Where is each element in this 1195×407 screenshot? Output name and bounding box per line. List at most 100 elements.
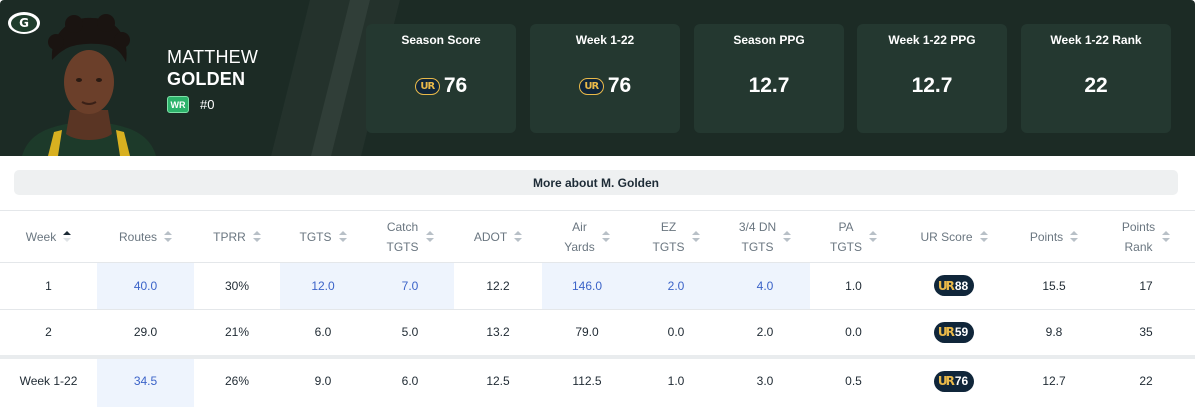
column-header-label: UR Score [920,227,972,247]
ur-logo-icon: UR [937,374,955,388]
table-cell-pa-tgts: 1.0 [845,278,862,293]
column-header-text: EZ [660,219,677,234]
column-header-text: TGTS [386,239,419,254]
table-cell-routes: 29.0 [133,325,158,339]
column-header-label: ADOT [474,227,507,247]
table-cell-points: 12.7 [1042,374,1066,388]
table-cell-3-4-dn-tgts: 3.0 [756,374,774,388]
ur-logo-icon: UR [937,278,955,293]
column-header-text: PA [838,219,854,234]
stat-label: Week 1-22 Rank [1050,33,1142,47]
stat-value: UR 76 [366,74,516,98]
table-cell-routes: 40.0 [97,262,194,309]
table-cell-tprr: 30% [224,278,250,293]
column-header-ez-tgts[interactable]: EZ TGTS [632,211,720,262]
ur-logo-icon: UR [937,325,955,339]
sort-icon[interactable] [164,231,173,242]
column-header-ur-score[interactable]: UR Score [897,211,1011,262]
table-cell-tprr: 21% [224,325,250,339]
table-cell-points-rank: 22 [1139,374,1153,388]
table-cell-adot: 13.2 [486,325,510,339]
ur-score-badge: UR 59 [933,321,975,343]
sort-icon[interactable] [514,231,523,242]
sort-icon[interactable] [338,231,347,242]
column-header-pa-tgts[interactable]: PA TGTS [810,211,897,262]
more-about-button[interactable]: More about M. Golden [14,170,1178,195]
column-header-tgts[interactable]: TGTS [280,211,366,262]
ur-score-value: 76 [954,374,969,388]
sort-icon[interactable] [1162,231,1171,242]
table-cell-points-rank: 35 [1139,325,1153,339]
team-logo-icon: G [8,12,40,34]
stat-label: Week 1-22 [575,33,635,47]
sort-icon[interactable] [63,231,72,242]
table-row: 1 40.0 30% 12.0 7.0 12.2 146.0 2.0 4.0 1.0 UR 88 15.… [0,262,1195,309]
stat-value-text: 22 [1084,74,1108,97]
column-header-text: Points [1121,219,1156,234]
column-header-text: Air [572,219,587,234]
column-header-label: Week [26,227,56,247]
team-logo-letter: G [11,14,37,32]
table-cell-points: 9.8 [1045,325,1063,339]
jersey-number: #0 [200,97,215,112]
sort-icon[interactable] [252,231,261,242]
table-cell-ez-tgts: 1.0 [667,374,685,388]
stat-value-text: 12.7 [911,74,953,97]
stat-label: Season PPG [733,33,805,47]
column-header-text: Yards [564,239,595,254]
stat-card-week-ppg: Week 1-22 PPG 12.7 [857,24,1007,133]
ur-score-badge: UR 76 [933,370,975,392]
column-header-routes[interactable]: Routes [97,211,194,262]
table-cell-catch-tgts: 7.0 [366,262,454,309]
table-row-total: Week 1-22 34.5 26% 9.0 6.0 12.5 112.5 1.0 3.0 0.5… [0,355,1195,407]
stat-card-season-score: Season Score UR 76 [366,24,516,133]
row-divider [0,309,1195,310]
column-header-text: Points [1029,229,1064,244]
row-divider [0,355,1195,359]
column-header-tprr[interactable]: TPRR [194,211,280,262]
ur-score-value: 88 [954,278,969,293]
ur-score-value: 59 [954,325,969,339]
table-cell-air-yards: 146.0 [542,262,632,309]
column-header-points[interactable]: Points [1011,211,1097,262]
row-divider [0,262,1195,263]
stat-card-season-ppg: Season PPG 12.7 [694,24,844,133]
table-cell-ez-tgts: 0.0 [667,325,685,339]
player-last-name: GOLDEN [167,69,246,89]
table-cell-air-yards: 79.0 [575,325,599,339]
column-header-label: Routes [119,227,157,247]
column-header-text: Week [25,229,57,244]
column-header-points-rank[interactable]: Points Rank [1097,211,1195,262]
column-header-text: ADOT [473,229,508,244]
table-cell-catch-tgts: 5.0 [401,325,419,339]
column-header-adot[interactable]: ADOT [454,211,542,262]
ur-logo-icon: UR [414,77,440,95]
sort-icon[interactable] [979,231,988,242]
sort-icon[interactable] [1070,231,1079,242]
column-header-air-yards[interactable]: Air Yards [542,211,632,262]
column-header-text: TGTS [652,239,685,254]
column-header-label: Points [1030,227,1063,247]
sort-icon[interactable] [425,231,434,242]
table-cell-tprr: 26% [224,374,250,388]
column-header-label: Air Yards [564,217,594,257]
sort-icon[interactable] [691,231,700,242]
column-header-label: 3/4 DN TGTS [739,217,776,257]
table-cell-ur-score: UR 88 [897,262,1011,309]
table-cell-air-yards: 112.5 [572,374,602,388]
column-header-3-4-dn-tgts[interactable]: 3/4 DN TGTS [720,211,810,262]
player-header: G MATTHEW GOLDEN WR #0 Season Score UR 7… [0,0,1195,156]
table-cell-points: 15.5 [1042,278,1066,293]
ur-score-badge: UR 88 [933,275,975,296]
stat-value-text: 76 [443,74,468,97]
sort-icon[interactable] [783,231,792,242]
sort-icon[interactable] [601,231,610,242]
table-cell-routes: 34.5 [97,355,194,407]
column-header-text: TPRR [213,229,246,244]
sort-icon[interactable] [869,231,877,242]
column-header-text: Rank [1124,239,1153,254]
column-header-catch-tgts[interactable]: Catch TGTS [366,211,454,262]
column-header-week[interactable]: Week [0,211,97,262]
column-header-label: PA TGTS [830,217,862,257]
stat-value-text: 76 [607,74,632,97]
